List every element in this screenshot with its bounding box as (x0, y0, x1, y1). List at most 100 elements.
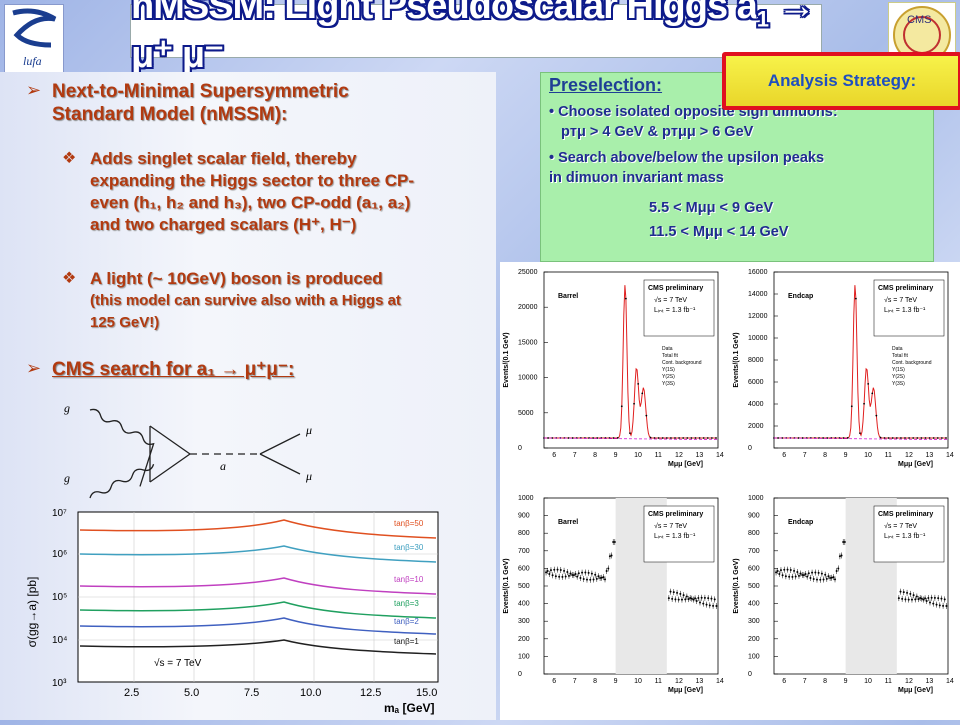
xtick-label: 9 (844, 678, 848, 685)
ytick-label: 600 (748, 565, 760, 572)
ytick-label: 14000 (748, 291, 768, 298)
xtick-label: 13 (926, 452, 934, 459)
data-point (863, 402, 865, 405)
ytick-label: 200 (748, 636, 760, 643)
xtick: 15.0 (416, 687, 437, 699)
data-point (850, 405, 853, 408)
legend-tanb10: tanβ=10 (394, 575, 424, 584)
legend-entry: Total fit (662, 353, 678, 359)
legend-entry: Total fit (892, 353, 908, 359)
xtick-label: 12 (905, 452, 913, 459)
data-point (657, 437, 660, 439)
cms-info-box (643, 505, 715, 563)
ytick-label: 700 (518, 548, 530, 555)
xtick-label: 6 (552, 678, 556, 685)
data-point (781, 437, 784, 439)
xtick-label: 13 (696, 678, 704, 685)
ytick-label: 300 (518, 618, 530, 625)
ytick-label: 20000 (518, 304, 538, 311)
plot-ylabel: Events/(0.1 GeV) (503, 558, 510, 613)
ytick-label: 0 (518, 671, 522, 678)
data-point (891, 437, 894, 439)
curve-tanb1 (79, 639, 437, 655)
data-point (653, 437, 656, 439)
ytick-label: 10000 (748, 335, 768, 342)
data-point (547, 437, 549, 439)
ytick-label: 5000 (518, 410, 534, 417)
xtick-label: 9 (844, 452, 848, 459)
ytick-label: 600 (518, 565, 530, 572)
legend-entry: Cont. background (892, 360, 932, 366)
ytick-label: 900 (748, 513, 760, 520)
university-logo: lufa (4, 4, 64, 74)
legend-entry: Y(2S) (662, 374, 675, 380)
xtick-label: 12 (905, 678, 913, 685)
xtick: 5.0 (184, 687, 199, 699)
analysis-strategy-box[interactable]: Analysis Strategy: (722, 52, 960, 110)
data-point (690, 437, 693, 439)
xtick: 7.5 (244, 687, 259, 699)
data-point (682, 437, 685, 439)
data-point (879, 436, 882, 439)
gluon-label: g (64, 471, 70, 485)
data-point (932, 437, 935, 439)
xtick-label: 10 (634, 452, 642, 459)
data-point (633, 402, 635, 405)
xtick-label: 6 (782, 452, 786, 459)
data-point (875, 414, 878, 417)
data-point (637, 383, 640, 385)
quark-line (149, 425, 191, 455)
legend-entry: Y(3S) (662, 381, 675, 387)
region-label: Barrel (558, 293, 578, 300)
ytick-label: 0 (518, 445, 522, 452)
data-point (859, 432, 861, 435)
legend-entry: Cont. background (662, 360, 702, 366)
xtick-label: 8 (823, 452, 827, 459)
data-point (698, 437, 701, 439)
ytick-label: 6000 (748, 379, 764, 386)
ytick: 10³ (52, 678, 67, 689)
plot-xlabel: Mμμ [GeV] (668, 687, 703, 694)
region-label: Endcap (788, 293, 813, 300)
xsec-energy-label: √s = 7 TeV (154, 657, 202, 669)
energy-label: √s = 7 TeV (884, 522, 917, 530)
nmssm-heading: Next-to-Minimal Supersymmetric Standard … (52, 81, 349, 125)
xtick-label: 14 (716, 452, 724, 459)
data-point (710, 437, 713, 439)
data-point (616, 437, 619, 439)
data-point (924, 437, 927, 439)
arrow-bullet-icon: ➢ (26, 358, 42, 378)
gluon-line (89, 463, 155, 499)
plot-ylabel: Events/(0.1 GeV) (733, 332, 740, 387)
ytick-label: 0 (748, 671, 752, 678)
ytick-label: 700 (748, 548, 760, 555)
data-point (854, 297, 857, 300)
a-label: a (220, 459, 226, 473)
data-point (883, 437, 886, 439)
data-point (887, 437, 890, 439)
data-point (916, 437, 919, 439)
xtick-label: 12 (675, 452, 683, 459)
data-point (670, 437, 672, 439)
lumi-label: Lᵢₙₜ = 1.3 fb⁻¹ (654, 533, 696, 540)
plot-xlabel: Mμμ [GeV] (668, 461, 703, 468)
data-point (629, 432, 631, 435)
lumi-label: Lᵢₙₜ = 1.3 fb⁻¹ (884, 533, 926, 540)
energy-label: √s = 7 TeV (654, 296, 687, 304)
data-point (900, 437, 902, 439)
legend-tanb3: tanβ=3 (394, 599, 419, 608)
cross-section-chart: σ(gg→a) [pb] tanβ=50 tanβ=30 tanβ=10 tan… (25, 508, 439, 715)
ytick-label: 12000 (748, 313, 768, 320)
data-point (706, 437, 709, 439)
ytick-label: 800 (748, 530, 760, 537)
cms-label: CMS preliminary (648, 285, 703, 292)
data-point (928, 437, 931, 439)
ytick-label: 300 (748, 618, 760, 625)
xtick-label: 14 (946, 678, 954, 685)
region-label: Barrel (558, 519, 578, 526)
cms-label: CMS preliminary (878, 511, 933, 518)
plot-xlabel: Mμμ [GeV] (898, 461, 933, 468)
plot-ylabel: Events/(0.1 GeV) (503, 332, 510, 387)
curve-tanb50 (79, 519, 437, 539)
